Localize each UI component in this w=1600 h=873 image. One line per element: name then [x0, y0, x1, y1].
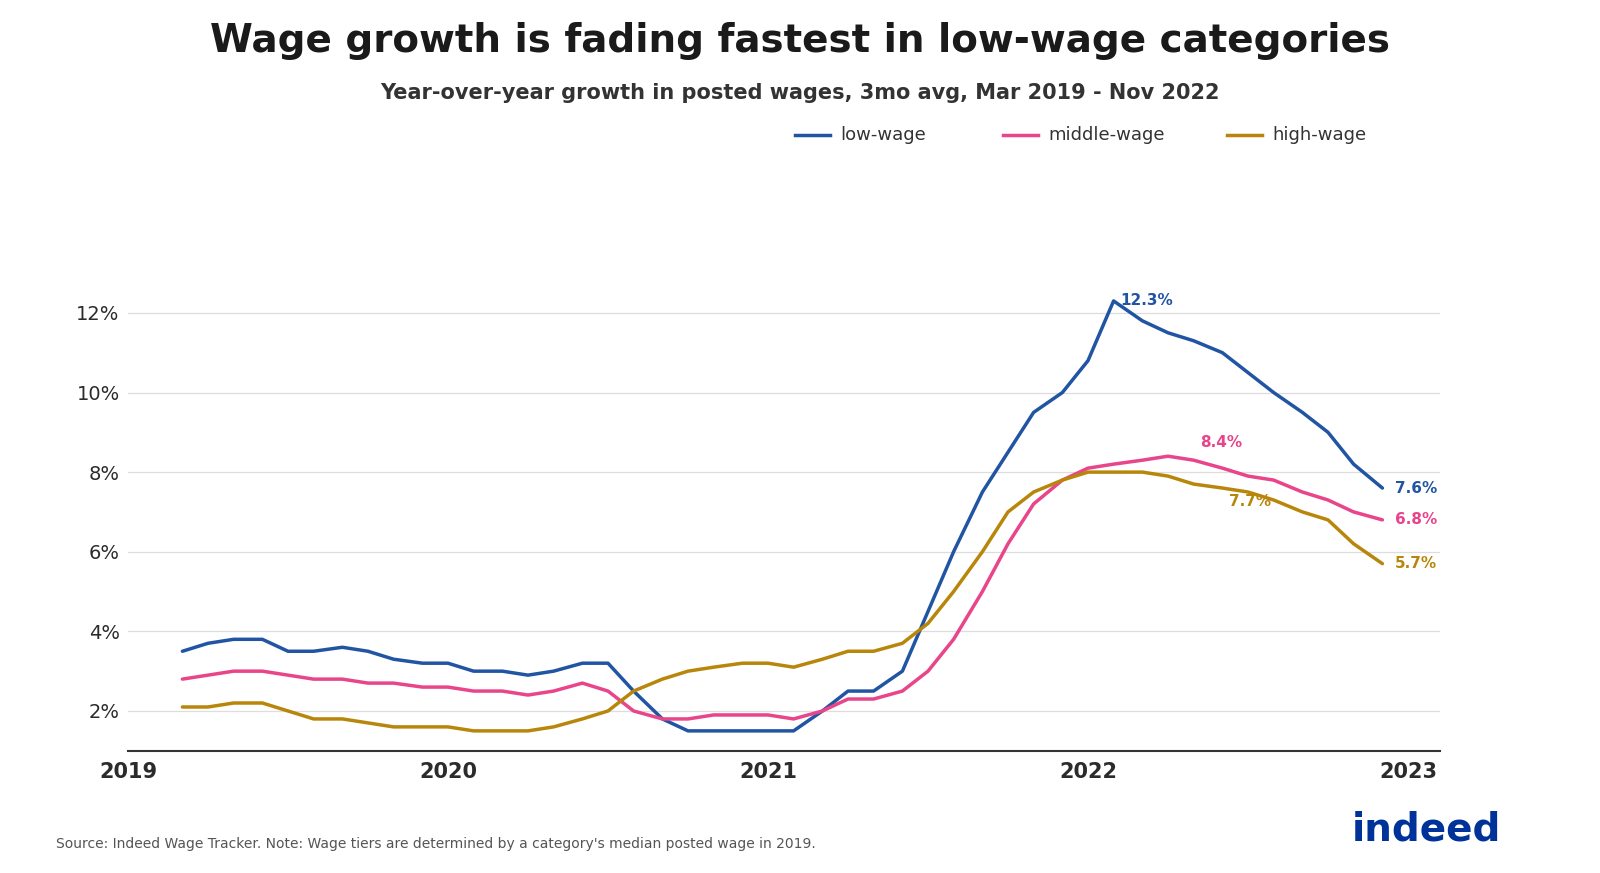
Text: low-wage: low-wage: [840, 127, 926, 144]
Text: 12.3%: 12.3%: [1120, 293, 1173, 308]
Text: middle-wage: middle-wage: [1048, 127, 1165, 144]
Text: 5.7%: 5.7%: [1395, 556, 1437, 571]
Text: Wage growth is fading fastest in low-wage categories: Wage growth is fading fastest in low-wag…: [210, 22, 1390, 60]
Text: indeed: indeed: [1352, 810, 1501, 849]
Text: Source: Indeed Wage Tracker. Note: Wage tiers are determined by a category's med: Source: Indeed Wage Tracker. Note: Wage …: [56, 837, 816, 851]
Text: 7.7%: 7.7%: [1229, 494, 1270, 509]
Text: 8.4%: 8.4%: [1200, 436, 1242, 450]
Text: 6.8%: 6.8%: [1395, 512, 1437, 527]
Text: high-wage: high-wage: [1272, 127, 1366, 144]
Text: 7.6%: 7.6%: [1395, 480, 1437, 496]
Text: Year-over-year growth in posted wages, 3mo avg, Mar 2019 - Nov 2022: Year-over-year growth in posted wages, 3…: [381, 83, 1219, 103]
